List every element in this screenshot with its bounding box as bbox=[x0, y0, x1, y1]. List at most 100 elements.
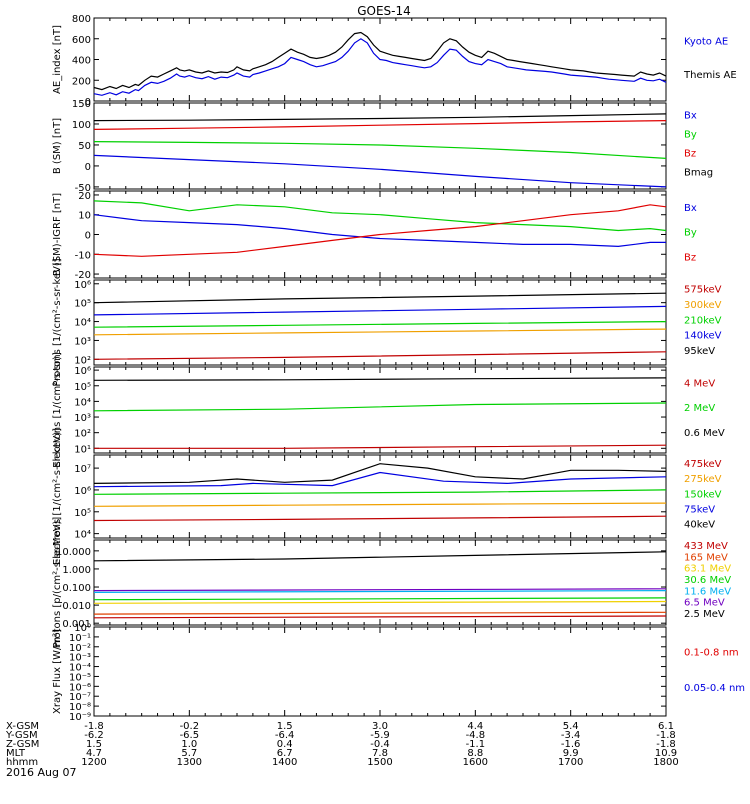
axis-cell: 7.8 bbox=[372, 748, 388, 759]
y-tick-label: 100 bbox=[72, 120, 91, 131]
series-line bbox=[93, 120, 667, 130]
series-line bbox=[93, 597, 667, 601]
legend-entry: 40keV bbox=[684, 519, 715, 530]
y-axis-label: B (SM)-IGRF [nT] bbox=[52, 193, 63, 276]
axis-cell: 1600 bbox=[463, 757, 488, 768]
axis-cell: 4.7 bbox=[86, 748, 102, 759]
axis-cell: 6.7 bbox=[277, 748, 293, 759]
series-line bbox=[93, 321, 667, 328]
series-line bbox=[93, 615, 667, 619]
plot-date: 2016 Aug 07 bbox=[6, 766, 76, 779]
legend-entry: 433 MeV bbox=[684, 541, 728, 552]
y-tick-label: 150 bbox=[72, 99, 91, 110]
y-tick-label: 10⁵ bbox=[74, 508, 91, 519]
axis-cell: 1400 bbox=[272, 757, 297, 768]
axis-cell: 1500 bbox=[367, 757, 392, 768]
y-tick-label: 10⁻⁵ bbox=[69, 672, 91, 683]
y-tick-label: 10⁶ bbox=[74, 486, 91, 497]
axis-cell: 1300 bbox=[177, 757, 202, 768]
y-axis-label: Xray Flux [W/m²] bbox=[52, 629, 63, 714]
y-tick-label: 10⁻¹ bbox=[69, 633, 91, 644]
series-line bbox=[93, 377, 667, 381]
y-axis-label: AE_index [nT] bbox=[52, 25, 63, 94]
axis-cell: -1.8 bbox=[84, 721, 104, 732]
series-line bbox=[93, 611, 667, 615]
legend-entry: By bbox=[684, 228, 697, 239]
y-tick-label: 10⁻⁹ bbox=[69, 712, 91, 723]
series-line bbox=[93, 515, 667, 522]
axis-cell: 8.8 bbox=[467, 748, 483, 759]
y-tick-label: 50 bbox=[78, 141, 91, 152]
axis-cell: -6.2 bbox=[84, 730, 104, 741]
legend-entry: By bbox=[684, 129, 697, 140]
y-axis-label: Protons [1/(cm²-s-sr-keV)] bbox=[52, 258, 63, 386]
series-line bbox=[93, 200, 667, 232]
y-tick-label: -10 bbox=[75, 250, 91, 261]
legend-entry: Bz bbox=[684, 149, 696, 160]
legend-entry: Bz bbox=[684, 253, 696, 264]
legend-entry: Kyoto AE bbox=[684, 37, 728, 48]
y-tick-label: 10⁴ bbox=[74, 318, 91, 329]
y-tick-label: 10⁵ bbox=[74, 299, 91, 310]
legend-entry: 575keV bbox=[684, 284, 722, 295]
series-line bbox=[93, 113, 667, 122]
y-tick-label: 600 bbox=[72, 35, 91, 46]
axis-cell: -3.4 bbox=[561, 730, 581, 741]
axis-cell: 1.5 bbox=[86, 739, 102, 750]
legend-entry: 11.6 MeV bbox=[684, 586, 731, 597]
axis-cell: 4.4 bbox=[467, 721, 483, 732]
y-tick-label: 10⁰ bbox=[74, 623, 91, 634]
legend-entry: 210keV bbox=[684, 315, 722, 326]
legend-entry: 475keV bbox=[684, 459, 722, 470]
legend-entry: 75keV bbox=[684, 504, 715, 515]
axis-row-label: Y-GSM bbox=[5, 730, 38, 741]
y-axis-label: Electrons [1/(cm²-s-sr)] bbox=[52, 352, 63, 468]
axis-cell: -5.9 bbox=[370, 730, 390, 741]
y-tick-label: 400 bbox=[72, 56, 91, 67]
series-line bbox=[93, 328, 667, 336]
series-line bbox=[93, 402, 667, 412]
axis-cell: 3.0 bbox=[372, 721, 388, 732]
series-line bbox=[93, 214, 666, 248]
y-axis-label: B (SM) [nT] bbox=[52, 118, 63, 174]
legend-entry: 275keV bbox=[684, 474, 722, 485]
series-line bbox=[93, 502, 667, 507]
panel-frame bbox=[93, 626, 667, 717]
axis-cell: -1.1 bbox=[466, 739, 486, 750]
axis-cell: -0.2 bbox=[180, 721, 200, 732]
axis-cell: 5.7 bbox=[181, 748, 197, 759]
legend-entry: 300keV bbox=[684, 300, 722, 311]
legend-entry: 95keV bbox=[684, 346, 715, 357]
y-tick-label: 10⁻⁶ bbox=[69, 682, 91, 693]
y-tick-label: 0 bbox=[85, 162, 91, 173]
plot-title: GOES-14 bbox=[357, 4, 411, 18]
series-line bbox=[93, 204, 667, 257]
y-tick-label: 10⁻⁷ bbox=[69, 692, 91, 703]
series-line bbox=[93, 463, 667, 484]
legend-entry: 4 MeV bbox=[684, 379, 715, 390]
legend-entry: Themis AE bbox=[683, 70, 737, 81]
series-line bbox=[93, 305, 667, 316]
y-tick-label: 10⁵ bbox=[74, 382, 91, 393]
y-tick-label: 20 bbox=[78, 191, 91, 202]
y-tick-label: 10⁻² bbox=[69, 643, 91, 654]
legend-entry: 0.6 MeV bbox=[684, 428, 725, 439]
y-axis-label: Protons [p/(cm²-s-sr-MeV)] bbox=[52, 517, 63, 649]
y-tick-label: 10³ bbox=[74, 336, 91, 347]
y-tick-label: -20 bbox=[75, 270, 91, 281]
y-tick-label: 10² bbox=[74, 429, 91, 440]
legend-entry: Bmag bbox=[684, 168, 713, 179]
series-line bbox=[93, 551, 667, 562]
series-line bbox=[94, 444, 667, 449]
series-line bbox=[93, 588, 667, 592]
series-line bbox=[93, 31, 667, 91]
legend-entry: Bx bbox=[684, 203, 697, 214]
y-tick-label: 10⁶ bbox=[74, 280, 91, 291]
axis-cell: 0.4 bbox=[277, 739, 293, 750]
y-tick-label: 10⁻⁴ bbox=[69, 663, 91, 674]
axis-row-label: Z-GSM bbox=[6, 739, 39, 750]
axis-cell: 1800 bbox=[653, 757, 678, 768]
legend-entry: 2.5 MeV bbox=[684, 609, 725, 620]
